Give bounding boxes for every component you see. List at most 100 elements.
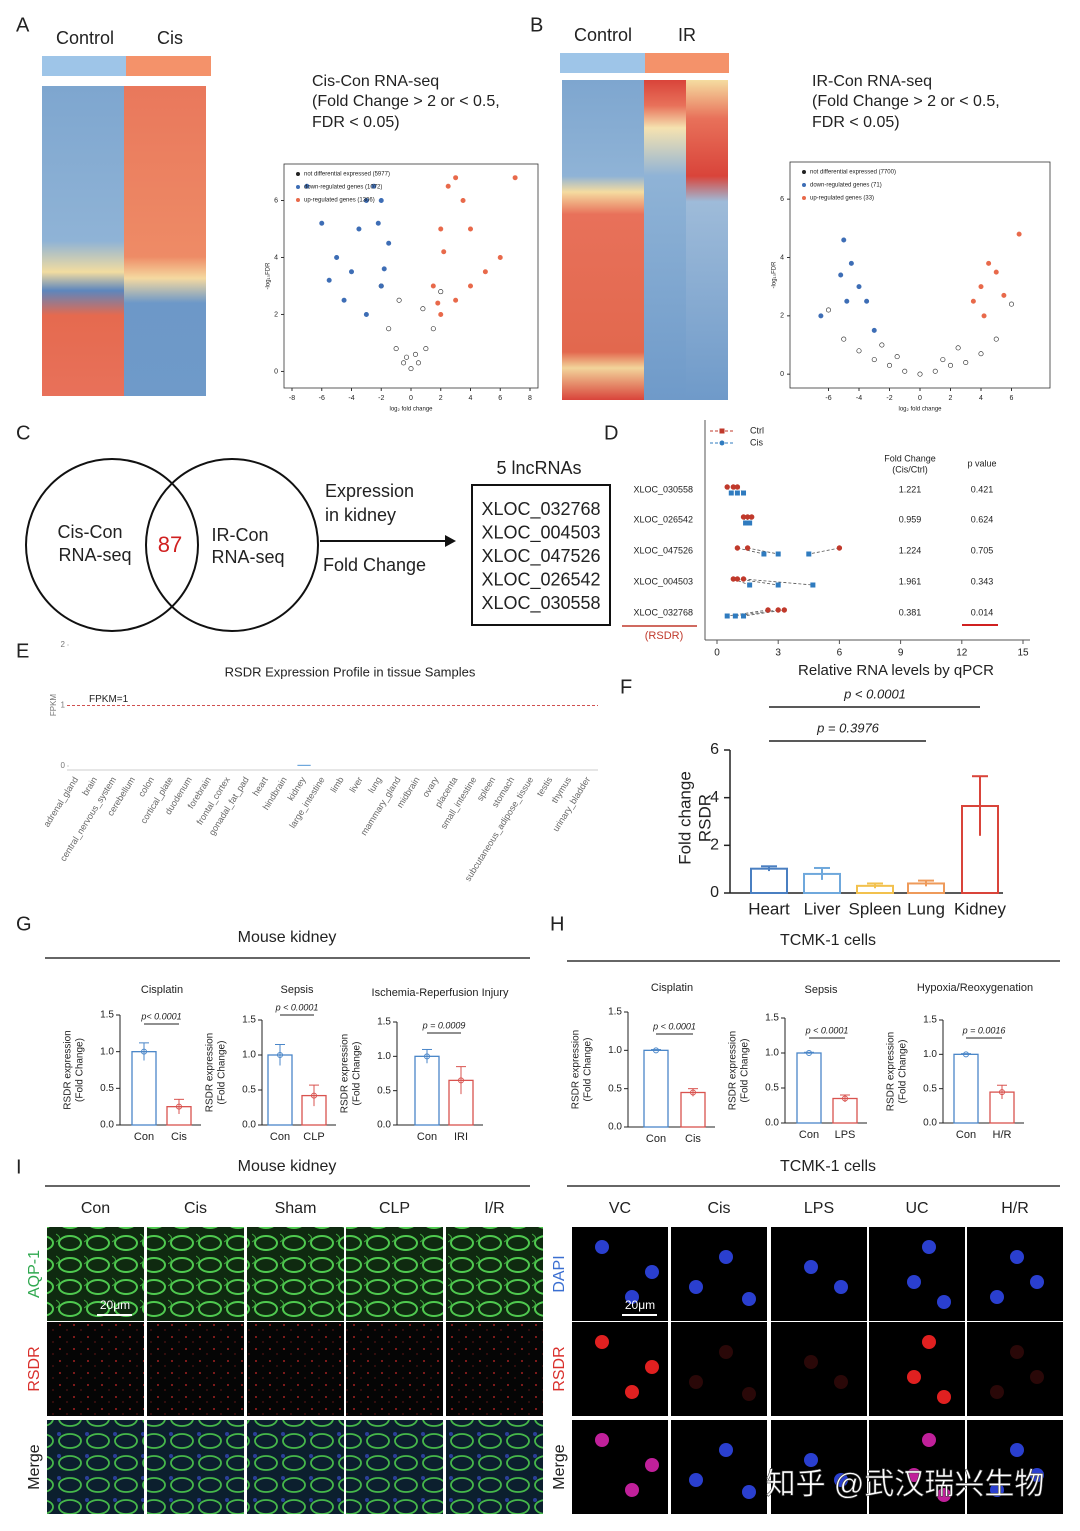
point xyxy=(341,297,347,303)
bar xyxy=(680,1091,706,1128)
point xyxy=(375,220,381,226)
point xyxy=(740,514,747,520)
point xyxy=(326,277,332,283)
point xyxy=(947,362,953,368)
group-label: IR xyxy=(678,25,696,45)
fold-change: 0.381 xyxy=(899,607,922,617)
bar xyxy=(267,1054,293,1126)
box xyxy=(471,484,611,626)
column-label: I/R xyxy=(484,1200,504,1217)
point xyxy=(744,545,751,551)
y-tick-label: 1.0 xyxy=(608,1045,622,1056)
point xyxy=(386,240,392,246)
annotation: p < 0.0001 xyxy=(652,1021,696,1031)
venn-overlap: 87 xyxy=(158,532,182,557)
nucleus xyxy=(937,1488,951,1502)
point xyxy=(740,576,747,582)
threshold-label: FPKM=1 xyxy=(89,694,129,705)
x-tick-label: Con xyxy=(799,1129,819,1141)
point xyxy=(981,313,987,319)
connector xyxy=(747,547,779,555)
y-axis-label: (Fold Change) xyxy=(583,1038,594,1102)
col-header: (Cis/Ctrl) xyxy=(892,464,928,474)
point xyxy=(467,226,473,232)
point xyxy=(458,1077,464,1084)
x-tick-label: 9 xyxy=(898,648,904,659)
legend-label: up-regulated genes (1306) xyxy=(304,198,375,204)
point xyxy=(775,607,781,613)
y-tick-label: 0 xyxy=(780,371,784,378)
column-label: VC xyxy=(609,1200,631,1217)
x-tick-label: Con xyxy=(646,1133,666,1145)
y-tick-label: 4 xyxy=(274,254,278,261)
legend-marker xyxy=(802,196,806,200)
point xyxy=(748,514,755,520)
group-label: Cis xyxy=(157,28,183,48)
nucleus xyxy=(625,1483,639,1497)
micrograph xyxy=(446,1420,543,1514)
chart-title: RSDR Expression Profile in tissue Sample… xyxy=(225,664,476,679)
x-tick-label: 2 xyxy=(439,395,443,402)
point xyxy=(886,362,892,368)
x-tick-label: Con xyxy=(417,1131,437,1143)
point xyxy=(978,351,984,357)
point xyxy=(864,298,870,304)
point xyxy=(856,348,862,354)
y-tick-label: 0 xyxy=(710,884,719,901)
y-tick-label: 2 xyxy=(780,313,784,320)
point xyxy=(978,284,984,290)
x-tick-label: 6 xyxy=(837,648,843,659)
x-tick-label: -6 xyxy=(319,395,325,402)
micrograph xyxy=(967,1420,1063,1514)
y-tick-label: 1.5 xyxy=(377,1017,391,1028)
point xyxy=(747,520,753,526)
nucleus xyxy=(907,1468,921,1482)
point xyxy=(497,254,503,260)
x-tick-label: IRI xyxy=(454,1131,468,1143)
panel-title: Cis-Con RNA-seq xyxy=(312,73,439,90)
point xyxy=(386,326,392,332)
venn-circle xyxy=(25,458,199,632)
p-value: 0.705 xyxy=(971,545,994,555)
point xyxy=(482,269,488,275)
nucleus xyxy=(719,1443,733,1457)
point xyxy=(363,197,369,203)
y-tick-label: 0.5 xyxy=(765,1083,779,1094)
point xyxy=(334,254,340,260)
y-axis-label: RSDR expression xyxy=(886,1032,897,1111)
nucleus xyxy=(937,1295,951,1309)
point xyxy=(775,582,781,588)
legend-marker xyxy=(802,170,806,174)
point xyxy=(741,490,747,496)
x-tick-label: 8 xyxy=(528,395,532,402)
nucleus xyxy=(645,1265,659,1279)
connector xyxy=(727,609,769,617)
micrograph xyxy=(47,1420,144,1514)
section-title: Mouse kidney xyxy=(238,1158,337,1175)
point xyxy=(734,490,740,496)
micrograph xyxy=(346,1420,443,1514)
nucleus xyxy=(1010,1345,1024,1359)
section-title: Mouse kidney xyxy=(238,929,337,946)
y-axis-label: RSDR expression xyxy=(728,1031,739,1110)
x-tick-label: 3 xyxy=(775,648,781,659)
venn-label: RNA-seq xyxy=(58,545,131,565)
venn-label: IR-Con xyxy=(211,525,268,545)
x-tick-label: Cis xyxy=(171,1131,187,1143)
bar xyxy=(301,1094,327,1126)
point xyxy=(445,183,451,189)
nucleus xyxy=(719,1345,733,1359)
x-tick-label: Liver xyxy=(804,899,841,918)
nucleus xyxy=(645,1360,659,1374)
point xyxy=(356,226,362,232)
point xyxy=(871,357,877,363)
chart-title: Sepsis xyxy=(804,984,838,996)
venn-label: Cis-Con xyxy=(57,522,122,542)
y-tick-label: 1 xyxy=(61,701,66,710)
arrow-label: Fold Change xyxy=(323,555,426,575)
y-tick-label: 1.0 xyxy=(377,1051,391,1062)
nucleus xyxy=(595,1335,609,1349)
nucleus xyxy=(937,1390,951,1404)
legend-marker xyxy=(296,172,300,176)
